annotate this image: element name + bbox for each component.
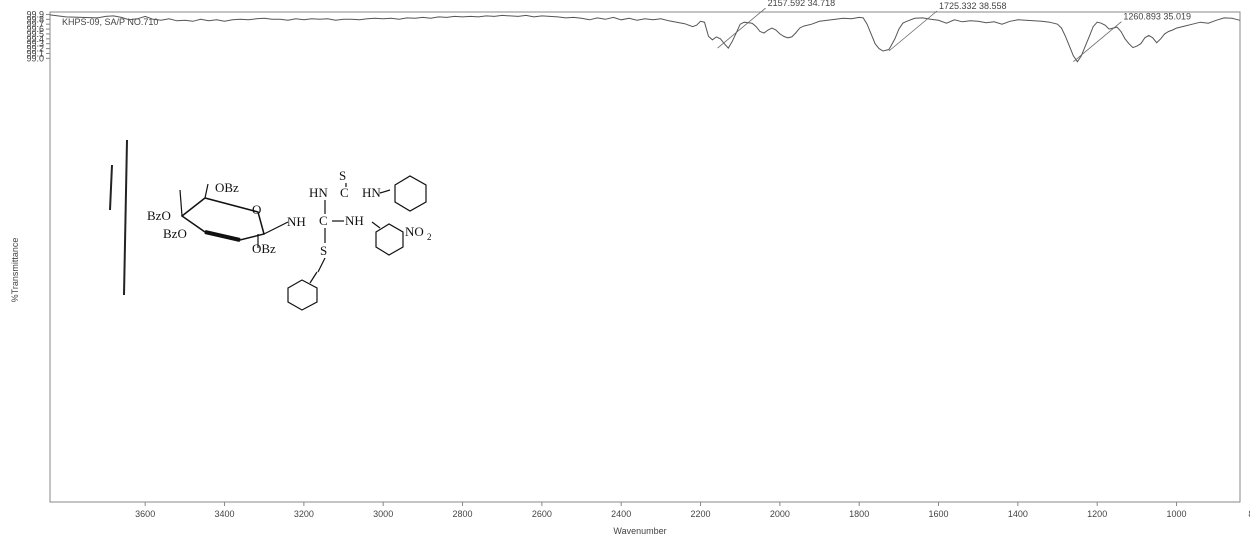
x-tick-label: 3200 (294, 509, 314, 519)
group-label: BzO (163, 226, 187, 241)
x-tick-label: 1800 (849, 509, 869, 519)
peak-leader-line (888, 10, 938, 52)
y-tick-label: 99.7 (26, 19, 44, 29)
group-label: NO (405, 224, 424, 239)
group-label: S (339, 168, 346, 183)
x-tick-label: 1400 (1008, 509, 1028, 519)
ring-bold-bond (204, 230, 241, 242)
x-tick-label: 3000 (373, 509, 393, 519)
ring-bond (204, 183, 209, 199)
ring-bond (179, 189, 183, 217)
y-tick-label: 99.5 (26, 29, 44, 39)
peak-label: 1725.332 38.558 (939, 1, 1007, 11)
y-tick-label: 99.8 (26, 14, 44, 24)
y-axis: 99.999.899.799.699.599.499.399.299.199.0 (26, 9, 50, 63)
group-label: NH (287, 214, 306, 229)
y-tick-label: 99.6 (26, 24, 44, 34)
y-tick-label: 99.0 (26, 53, 44, 63)
sample-label: KHPS-09, SA/P NO.710 (62, 17, 158, 27)
y-tick-label: 99.4 (26, 34, 44, 44)
group-label: BzO (147, 208, 171, 223)
nitrophenyl-ring (375, 223, 404, 256)
y-tick-label: 99.9 (26, 9, 44, 19)
bond (317, 257, 326, 273)
x-tick-label: 1200 (1087, 509, 1107, 519)
group-label: HN (362, 185, 381, 200)
group-label: OBz (252, 241, 276, 256)
group-label: S (320, 243, 327, 258)
series-line (49, 14, 1241, 63)
phenyl-ring (394, 175, 427, 212)
ring-bond (263, 221, 289, 235)
plot-frame (49, 11, 1241, 503)
x-tick-label: 2200 (691, 509, 711, 519)
x-tick-label: 3600 (135, 509, 155, 519)
x-tick-label: 2000 (770, 509, 790, 519)
scan-artifact-line (109, 164, 113, 211)
x-tick-label: 2600 (532, 509, 552, 519)
bond (309, 271, 318, 284)
bond (371, 221, 381, 229)
scan-artifact-line (123, 139, 128, 296)
peak-annotations: 2157.592 34.718 1725.332 38.558 1260.893 3… (717, 0, 1191, 63)
x-tick-label: 800 (1248, 509, 1250, 519)
x-tick-label: 3400 (215, 509, 235, 519)
bond (379, 189, 391, 194)
x-tick-label: 1600 (929, 509, 949, 519)
x-axis-title: Wavenumber (613, 526, 666, 536)
y-tick-label: 99.1 (26, 48, 44, 58)
y-tick-label: 99.2 (26, 44, 44, 54)
group-label: NH (345, 213, 364, 228)
x-tick-label: 1000 (1167, 509, 1187, 519)
group-subscript: 2 (427, 232, 432, 242)
group-label: C (319, 213, 328, 228)
peak-label: 1260.893 35.019 (1123, 12, 1191, 22)
x-axis: 3600 3400 3200 3000 2800 2600 2400 2200 2000 1800… (135, 502, 1250, 519)
peak-leader-line (717, 7, 766, 49)
peak-label: 2157.592 34.718 (768, 0, 836, 8)
x-tick-label: 2400 (611, 509, 631, 519)
ring-oxygen: O (252, 202, 261, 217)
group-label: HN (309, 185, 328, 200)
x-tick-label: 2800 (453, 509, 473, 519)
chemical-structure: O OBz BzO BzO OBz NH HN C HN S C NH NO 2… (109, 139, 432, 311)
group-label: OBz (215, 180, 239, 195)
benzyl-ring (287, 279, 318, 311)
y-tick-label: 99.3 (26, 39, 44, 49)
y-axis-title: %Transmittance (10, 238, 20, 303)
group-label: C (340, 185, 349, 200)
peak-leader-line (1073, 21, 1122, 63)
